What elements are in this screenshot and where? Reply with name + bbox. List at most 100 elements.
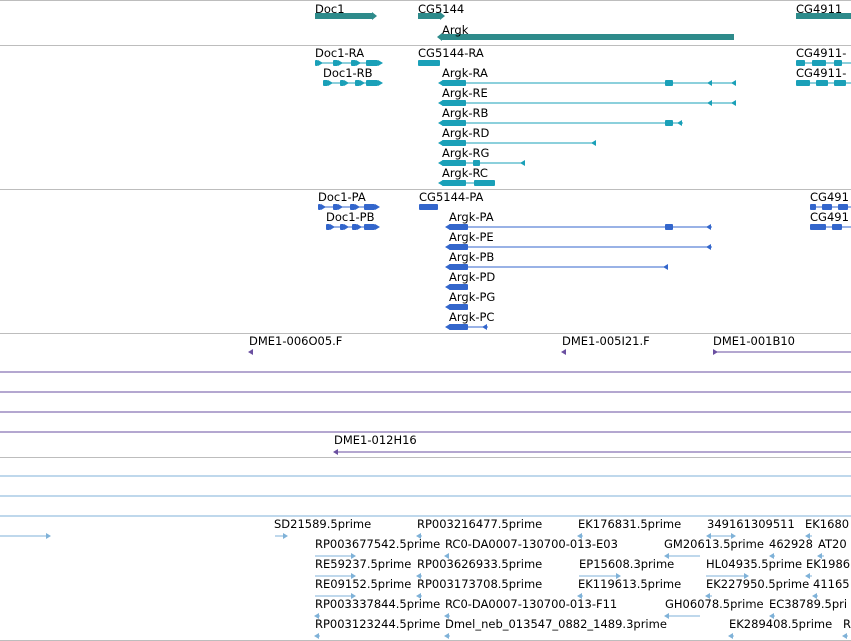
protein-strand-arrow[interactable]: [445, 224, 450, 230]
est-label[interactable]: RE59237.5prime: [315, 557, 412, 571]
est-label[interactable]: EK119613.5prime: [578, 577, 682, 591]
transcript-exon[interactable]: [351, 60, 356, 66]
protein-strand-arrow[interactable]: [445, 324, 450, 330]
est-strand-arrow[interactable]: [805, 573, 810, 579]
clone-strand-arrow[interactable]: [333, 449, 338, 455]
transcript-exon[interactable]: [366, 60, 378, 66]
transcript-label[interactable]: Argk-RE: [442, 86, 488, 100]
transcript-exon[interactable]: [442, 120, 466, 126]
transcript-strand-arrow[interactable]: [356, 60, 361, 66]
transcript-exon-tick[interactable]: [677, 120, 682, 126]
est-strand-arrow[interactable]: [705, 593, 710, 599]
est-label[interactable]: RC0-DA0007-130700-013-E03: [445, 537, 618, 551]
protein-exon-tick[interactable]: [706, 244, 711, 250]
est-strand-arrow[interactable]: [577, 533, 582, 539]
est-strand-arrow[interactable]: [664, 553, 669, 559]
est-label[interactable]: 349161309511: [707, 517, 795, 531]
est-label[interactable]: RP003677542.5prime: [315, 537, 441, 551]
transcript-strand-arrow[interactable]: [318, 60, 323, 66]
est-strand-arrow[interactable]: [577, 593, 582, 599]
est-strand-arrow[interactable]: [616, 573, 621, 579]
est-strand-arrow[interactable]: [351, 553, 356, 559]
transcript-exon[interactable]: [665, 120, 673, 126]
transcript-strand-arrow[interactable]: [338, 60, 343, 66]
transcript-strand-arrow[interactable]: [344, 80, 349, 86]
protein-exon[interactable]: [822, 204, 832, 210]
protein-label[interactable]: CG5144-PA: [419, 190, 484, 204]
est-label[interactable]: RP003216477.5prime: [417, 517, 543, 531]
transcript-exon[interactable]: [665, 80, 673, 86]
protein-strand-arrow[interactable]: [375, 224, 380, 230]
protein-strand-arrow[interactable]: [445, 284, 450, 290]
transcript-label[interactable]: Doc1-RA: [315, 46, 365, 60]
transcript-label[interactable]: Argk-RA: [442, 66, 488, 80]
transcript-exon[interactable]: [473, 160, 480, 166]
transcript-exon-tick[interactable]: [591, 140, 596, 146]
protein-strand-arrow[interactable]: [445, 304, 450, 310]
gene-strand-arrow[interactable]: [440, 12, 445, 20]
transcript-label[interactable]: CG5144-RA: [418, 46, 484, 60]
protein-strand-arrow[interactable]: [344, 224, 349, 230]
clone-strand-arrow[interactable]: [561, 349, 566, 355]
est-label[interactable]: EK1986: [806, 557, 851, 571]
gene-feature[interactable]: [315, 13, 372, 19]
est-strand-arrow[interactable]: [444, 553, 449, 559]
protein-label[interactable]: CG491: [810, 190, 849, 204]
transcript-exon[interactable]: [442, 140, 466, 146]
protein-label[interactable]: Argk-PC: [449, 310, 495, 324]
est-strand-arrow[interactable]: [812, 593, 817, 599]
gene-feature[interactable]: [796, 13, 851, 19]
transcript-exon[interactable]: [366, 80, 378, 86]
transcript-strand-arrow[interactable]: [438, 180, 443, 186]
est-strand-arrow[interactable]: [351, 573, 356, 579]
clone-strand-arrow[interactable]: [713, 349, 718, 355]
est-label[interactable]: HL04935.5prime: [706, 557, 803, 571]
est-strand-arrow[interactable]: [416, 593, 421, 599]
transcript-strand-arrow[interactable]: [438, 80, 443, 86]
transcript-strand-arrow[interactable]: [378, 60, 383, 66]
protein-exon[interactable]: [665, 224, 673, 230]
est-strand-arrow[interactable]: [283, 533, 288, 539]
protein-strand-arrow[interactable]: [357, 224, 362, 230]
est-strand-arrow[interactable]: [817, 553, 822, 559]
protein-label[interactable]: Argk-PB: [449, 250, 495, 264]
protein-exon[interactable]: [449, 244, 468, 250]
transcript-strand-arrow[interactable]: [360, 80, 365, 86]
transcript-label[interactable]: Argk-RD: [442, 126, 490, 140]
est-label[interactable]: SD21589.5prime: [274, 517, 372, 531]
protein-exon[interactable]: [449, 284, 468, 290]
clone-strand-arrow[interactable]: [248, 349, 253, 355]
protein-strand-arrow[interactable]: [375, 204, 380, 210]
est-strand-arrow[interactable]: [351, 593, 356, 599]
protein-exon[interactable]: [449, 324, 468, 330]
protein-exon[interactable]: [364, 224, 375, 230]
transcript-exon-tick[interactable]: [520, 160, 525, 166]
transcript-exon-tick[interactable]: [731, 100, 736, 106]
protein-exon[interactable]: [364, 204, 375, 210]
est-strand-arrow[interactable]: [769, 553, 774, 559]
protein-exon[interactable]: [832, 224, 842, 230]
protein-label[interactable]: Doc1-PA: [318, 190, 366, 204]
protein-exon[interactable]: [419, 204, 438, 210]
transcript-exon[interactable]: [418, 60, 440, 66]
protein-strand-arrow[interactable]: [338, 204, 343, 210]
protein-exon[interactable]: [838, 204, 848, 210]
transcript-exon[interactable]: [816, 80, 828, 86]
est-label[interactable]: RC0-DA0007-130700-013-F11: [445, 597, 618, 611]
gene-label[interactable]: Doc1: [315, 2, 345, 16]
gene-strand-arrow[interactable]: [437, 33, 442, 41]
transcript-exon[interactable]: [442, 180, 466, 186]
transcript-exon[interactable]: [323, 80, 328, 86]
protein-strand-arrow[interactable]: [321, 204, 326, 210]
est-strand-arrow[interactable]: [314, 613, 319, 619]
est-label[interactable]: EK227950.5prime: [706, 577, 810, 591]
transcript-label[interactable]: CG4911-: [796, 66, 847, 80]
transcript-exon[interactable]: [796, 80, 810, 86]
est-strand-arrow[interactable]: [314, 633, 319, 639]
clone-label[interactable]: DME1-012H16: [334, 433, 417, 447]
transcript-label[interactable]: Argk-RG: [442, 146, 490, 160]
est-label[interactable]: EK1680: [805, 517, 850, 531]
transcript-exon-tick[interactable]: [707, 80, 712, 86]
transcript-exon[interactable]: [333, 60, 338, 66]
est-label[interactable]: GH06078.5prime: [665, 597, 764, 611]
